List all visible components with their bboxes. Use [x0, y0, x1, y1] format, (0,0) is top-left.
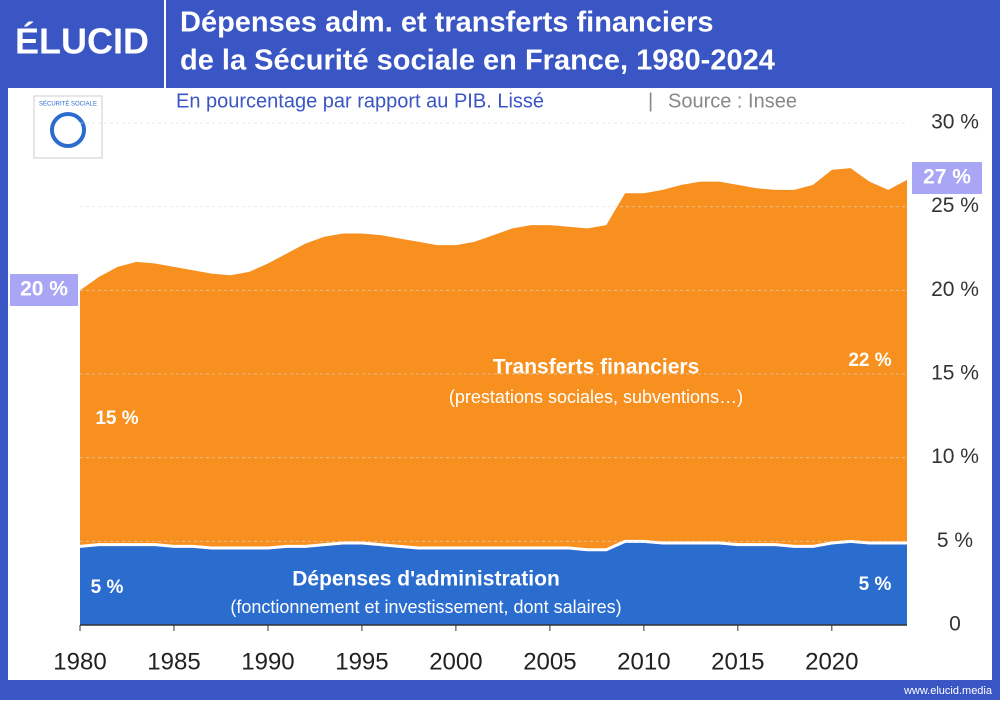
series-description: (prestations sociales, subventions…) — [449, 387, 743, 407]
logo-text: SÉCURITÉ SOCIALE — [39, 101, 97, 108]
value-label: 22 % — [848, 350, 891, 371]
series-name: Transferts financiers — [493, 356, 700, 379]
area — [80, 168, 907, 550]
logo: SÉCURITÉ SOCIALE — [33, 95, 103, 159]
value-label: 15 % — [95, 408, 138, 429]
y-tick-label: 20 % — [931, 278, 979, 301]
x-tick-label: 1990 — [241, 648, 294, 675]
total-label-box — [10, 274, 78, 306]
total-label: 20 % — [20, 278, 68, 301]
x-tick-label: 2000 — [429, 648, 482, 675]
total-label: 27 % — [923, 166, 971, 189]
y-tick-label: 0 — [949, 613, 961, 636]
footer: www.elucid.media — [903, 685, 993, 697]
x-tick-label: 2015 — [711, 648, 764, 675]
y-tick-label: 15 % — [931, 362, 979, 385]
y-tick-label: 25 % — [931, 194, 979, 217]
brand: ÉLUCID — [15, 21, 149, 62]
area — [80, 541, 907, 625]
separator-line — [79, 539, 907, 552]
total-label-box — [912, 162, 982, 194]
x-tick-label: 1985 — [147, 648, 200, 675]
chart-title: de la Sécurité sociale en France, 1980-2… — [180, 45, 775, 77]
subtitle: En pourcentage par rapport au PIB. Lissé — [176, 90, 544, 112]
y-tick-label: 30 % — [931, 111, 979, 134]
value-label: 5 % — [91, 577, 124, 598]
y-tick-label: 5 % — [937, 529, 973, 552]
value-label: 5 % — [859, 574, 892, 595]
x-tick-label: 2020 — [805, 648, 858, 675]
x-tick-label: 1980 — [53, 648, 106, 675]
source: Source : Insee — [668, 90, 797, 112]
chart-title: Dépenses adm. et transferts financiers — [180, 7, 713, 39]
separator: | — [648, 90, 653, 112]
x-tick-label: 2005 — [523, 648, 576, 675]
series-description: (fonctionnement et investissement, dont … — [230, 597, 621, 617]
x-tick-label: 1995 — [335, 648, 388, 675]
y-tick-label: 10 % — [931, 445, 979, 468]
x-tick-label: 2010 — [617, 648, 670, 675]
logo-figure — [50, 112, 86, 148]
series-name: Dépenses d'administration — [292, 568, 560, 591]
